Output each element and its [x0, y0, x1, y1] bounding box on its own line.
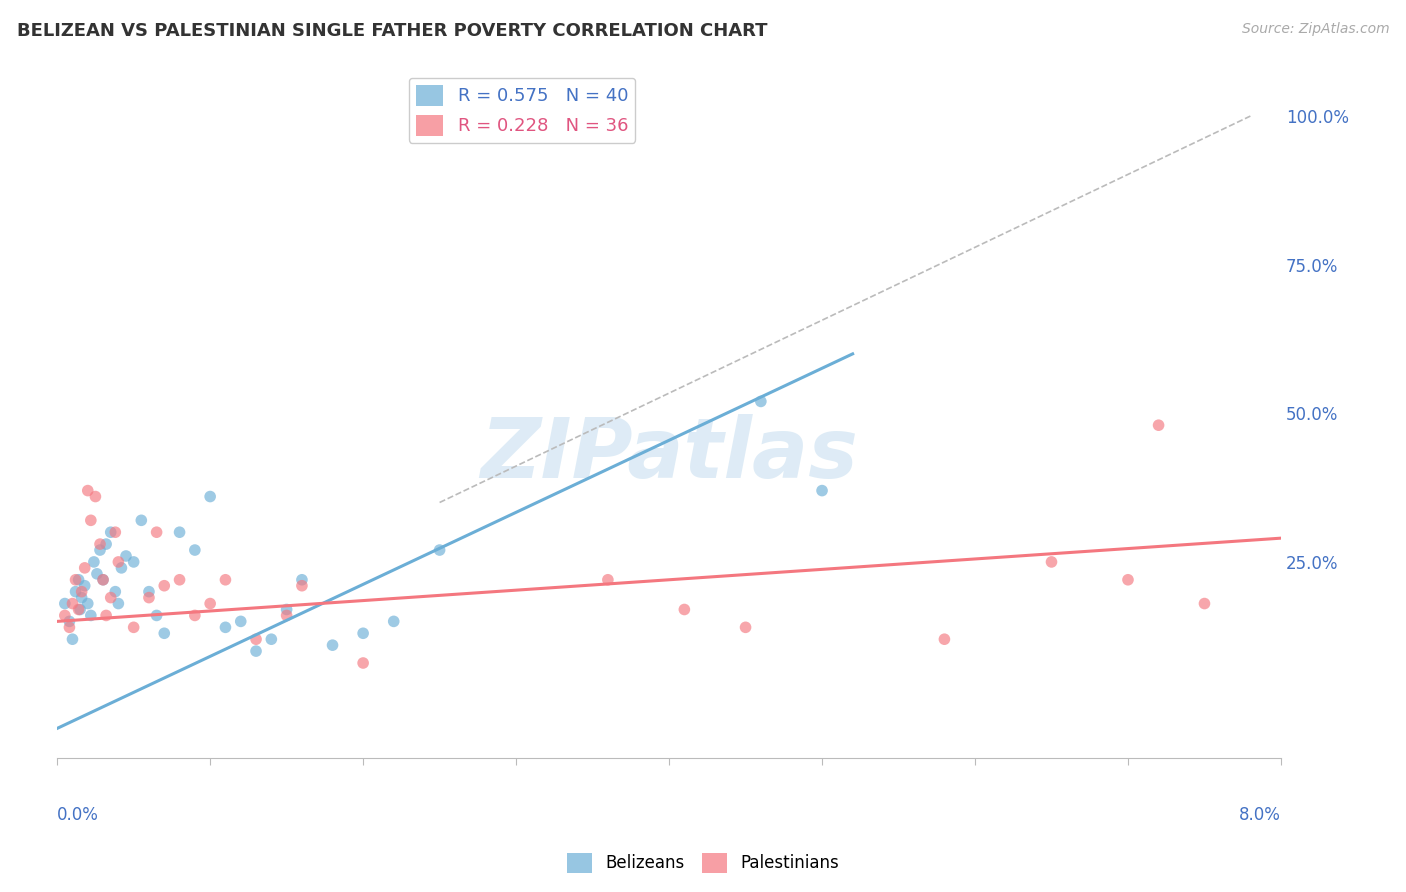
- Point: [352, 656, 374, 670]
- Point: [214, 620, 236, 634]
- Point: [58, 615, 80, 629]
- Point: [1116, 573, 1139, 587]
- Point: [86, 566, 108, 581]
- Legend: R = 0.575   N = 40, R = 0.228   N = 36: R = 0.575 N = 40, R = 0.228 N = 36: [409, 78, 636, 143]
- Point: [89, 537, 111, 551]
- Point: [673, 602, 696, 616]
- Point: [145, 525, 167, 540]
- Point: [76, 597, 98, 611]
- Point: [100, 525, 122, 540]
- Point: [352, 626, 374, 640]
- Point: [110, 561, 132, 575]
- Point: [169, 525, 191, 540]
- Point: [322, 638, 344, 652]
- Point: [169, 573, 191, 587]
- Point: [115, 549, 138, 563]
- Point: [122, 555, 145, 569]
- Point: [122, 620, 145, 634]
- Point: [1194, 597, 1216, 611]
- Text: 0.0%: 0.0%: [58, 805, 98, 823]
- Point: [58, 620, 80, 634]
- Point: [53, 608, 76, 623]
- Point: [245, 644, 267, 658]
- Text: ZIPatlas: ZIPatlas: [479, 414, 858, 495]
- Point: [65, 584, 87, 599]
- Point: [104, 584, 127, 599]
- Point: [65, 573, 87, 587]
- Point: [276, 608, 298, 623]
- Point: [83, 555, 105, 569]
- Point: [1147, 418, 1170, 433]
- Point: [596, 573, 619, 587]
- Point: [76, 483, 98, 498]
- Point: [107, 597, 129, 611]
- Point: [291, 579, 314, 593]
- Text: 8.0%: 8.0%: [1239, 805, 1281, 823]
- Point: [291, 573, 314, 587]
- Point: [138, 591, 160, 605]
- Point: [107, 555, 129, 569]
- Point: [94, 537, 117, 551]
- Point: [89, 543, 111, 558]
- Point: [382, 615, 405, 629]
- Point: [184, 608, 207, 623]
- Point: [100, 591, 122, 605]
- Point: [153, 626, 176, 640]
- Point: [934, 632, 956, 647]
- Point: [104, 525, 127, 540]
- Point: [749, 394, 772, 409]
- Point: [198, 490, 221, 504]
- Point: [429, 543, 451, 558]
- Point: [260, 632, 283, 647]
- Point: [73, 579, 96, 593]
- Point: [53, 597, 76, 611]
- Point: [734, 620, 756, 634]
- Point: [70, 591, 93, 605]
- Point: [153, 579, 176, 593]
- Point: [184, 543, 207, 558]
- Point: [198, 597, 221, 611]
- Point: [94, 608, 117, 623]
- Text: BELIZEAN VS PALESTINIAN SINGLE FATHER POVERTY CORRELATION CHART: BELIZEAN VS PALESTINIAN SINGLE FATHER PO…: [17, 22, 768, 40]
- Point: [80, 513, 103, 527]
- Legend: Belizeans, Palestinians: Belizeans, Palestinians: [561, 847, 845, 880]
- Point: [84, 490, 107, 504]
- Point: [67, 602, 90, 616]
- Point: [69, 602, 91, 616]
- Point: [229, 615, 252, 629]
- Point: [138, 584, 160, 599]
- Point: [91, 573, 114, 587]
- Point: [145, 608, 167, 623]
- Point: [811, 483, 834, 498]
- Point: [80, 608, 103, 623]
- Point: [73, 561, 96, 575]
- Point: [1040, 555, 1063, 569]
- Text: Source: ZipAtlas.com: Source: ZipAtlas.com: [1241, 22, 1389, 37]
- Point: [70, 584, 93, 599]
- Point: [214, 573, 236, 587]
- Point: [245, 632, 267, 647]
- Point: [91, 573, 114, 587]
- Point: [131, 513, 153, 527]
- Point: [62, 597, 84, 611]
- Point: [276, 602, 298, 616]
- Point: [67, 573, 90, 587]
- Point: [62, 632, 84, 647]
